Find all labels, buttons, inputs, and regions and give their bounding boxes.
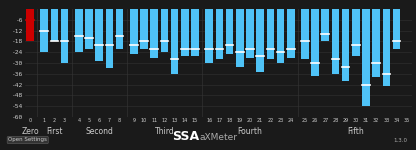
- Bar: [215, 9, 223, 59]
- Bar: [301, 9, 309, 59]
- Text: Third: Third: [155, 128, 174, 136]
- Bar: [352, 9, 360, 56]
- Bar: [267, 9, 274, 59]
- Bar: [191, 9, 199, 56]
- Text: Fourth: Fourth: [238, 128, 262, 136]
- Bar: [322, 9, 329, 41]
- Text: Open Settings: Open Settings: [8, 138, 47, 142]
- Bar: [75, 9, 83, 52]
- Bar: [116, 9, 124, 49]
- Bar: [106, 9, 113, 68]
- Bar: [51, 9, 58, 41]
- Bar: [130, 9, 138, 54]
- Text: SSA: SSA: [173, 129, 200, 142]
- Bar: [256, 9, 264, 72]
- Bar: [40, 9, 48, 52]
- Text: Zero: Zero: [21, 128, 39, 136]
- Bar: [226, 9, 233, 54]
- Bar: [171, 9, 178, 74]
- Bar: [151, 9, 158, 58]
- Bar: [61, 9, 69, 63]
- Bar: [26, 9, 34, 41]
- Bar: [393, 9, 400, 49]
- Text: First: First: [46, 128, 63, 136]
- Bar: [362, 9, 370, 106]
- Bar: [206, 9, 213, 63]
- Bar: [95, 9, 103, 61]
- Bar: [181, 9, 188, 56]
- Bar: [311, 9, 319, 76]
- Bar: [140, 9, 148, 49]
- Text: Fifth: Fifth: [347, 128, 364, 136]
- Bar: [383, 9, 390, 86]
- Text: Second: Second: [85, 128, 113, 136]
- Bar: [236, 9, 244, 67]
- Bar: [287, 9, 295, 58]
- Bar: [342, 9, 349, 81]
- Bar: [161, 9, 168, 52]
- Bar: [277, 9, 284, 63]
- Text: 1.3.0: 1.3.0: [394, 138, 408, 142]
- Bar: [332, 9, 339, 74]
- Bar: [246, 9, 254, 58]
- Text: aXMeter: aXMeter: [200, 134, 238, 142]
- Bar: [85, 9, 93, 49]
- Bar: [372, 9, 380, 77]
